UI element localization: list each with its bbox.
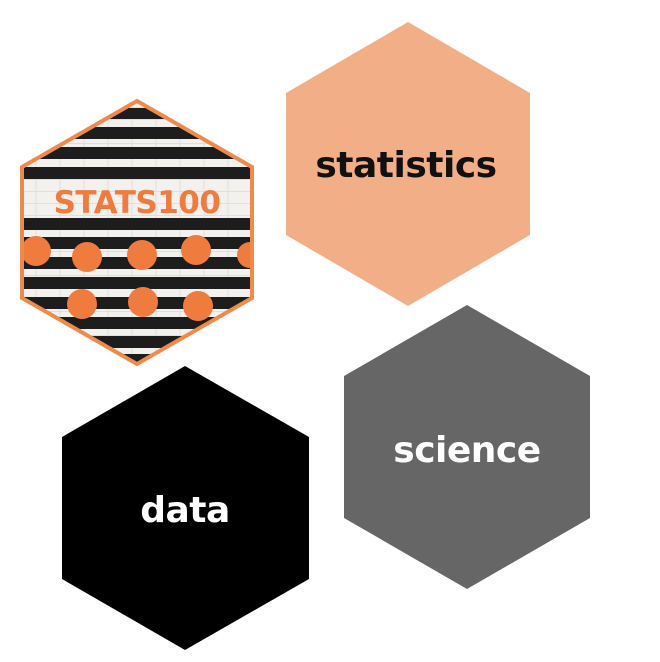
hex-science: science: [344, 305, 590, 589]
hex-statistics-shape: [286, 22, 530, 306]
stats100-logo: STATS100: [20, 98, 254, 367]
hex-science-label: science: [393, 430, 540, 471]
hex-science-shape: [344, 305, 590, 589]
hex-data-label: data: [140, 490, 230, 531]
hex-statistics-label: statistics: [315, 145, 496, 186]
hex-statistics: statistics: [286, 22, 530, 306]
logo-border: [20, 98, 254, 367]
logo-title: STATS100: [54, 185, 221, 221]
logo-dots: [22, 235, 252, 321]
hex-data-shape: [62, 366, 309, 650]
hex-data: data: [62, 366, 309, 650]
